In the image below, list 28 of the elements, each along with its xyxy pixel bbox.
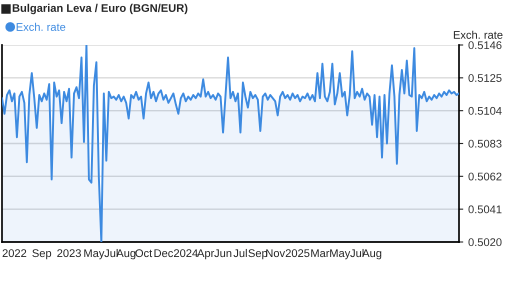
x-tick-label: May: [330, 249, 350, 260]
chart-title: Bulgarian Leva / Euro (BGN/EUR): [12, 4, 188, 14]
x-tick-label: 2022: [2, 249, 26, 258]
y-tick-label: 0.5125: [468, 74, 502, 82]
y-tick-label: 0.5041: [468, 205, 502, 214]
x-tick-label: Jun: [214, 249, 232, 258]
y-tick-label: 0.5020: [468, 238, 502, 246]
x-tick-label: Oct: [135, 249, 152, 258]
y-tick-label: 0.5083: [468, 140, 502, 148]
x-tick-label: Jul: [234, 248, 247, 258]
x-tick-label: Sep: [32, 249, 52, 260]
x-tick-label: May: [84, 249, 104, 260]
x-tick-label: Sep: [248, 249, 268, 260]
x-tick-label: Mar: [311, 249, 330, 258]
legend-label: Exch. rate: [16, 22, 66, 31]
x-tick-label: Jul: [350, 248, 364, 258]
x-tick-label: Aug: [116, 249, 136, 260]
x-tick-label: Jul: [104, 248, 118, 258]
y-tick-label: 0.5104: [468, 106, 502, 115]
x-tick-label: 2024: [174, 249, 198, 258]
y-tick-label: 0.5062: [468, 172, 502, 180]
x-tick-label: Dec: [154, 249, 174, 258]
y-tick-label: 0.5146: [468, 41, 502, 50]
x-tick-label: 2025: [286, 249, 310, 258]
x-tick-label: 2023: [57, 249, 81, 258]
y-axis-title: Exch. rate: [454, 30, 503, 39]
x-tick-label: Aug: [362, 249, 382, 260]
x-tick-label: Apr: [197, 249, 214, 260]
